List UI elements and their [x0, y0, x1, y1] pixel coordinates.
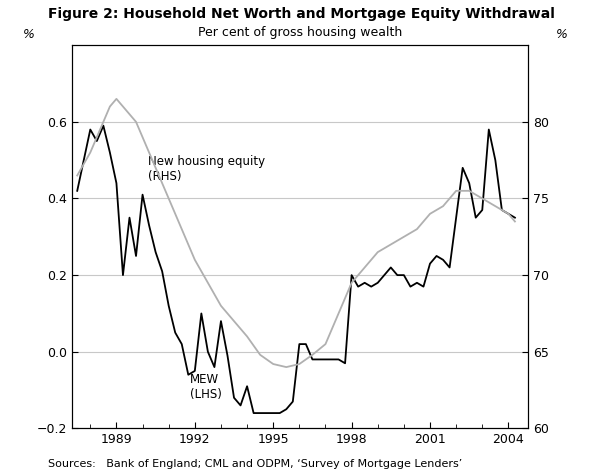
Text: MEW
(LHS): MEW (LHS) [190, 373, 221, 401]
Text: Figure 2: Household Net Worth and Mortgage Equity Withdrawal: Figure 2: Household Net Worth and Mortga… [48, 7, 555, 21]
Text: Per cent of gross housing wealth: Per cent of gross housing wealth [198, 26, 402, 39]
Text: %: % [556, 28, 568, 40]
Text: Sources:   Bank of England; CML and ODPM, ‘Survey of Mortgage Lenders’: Sources: Bank of England; CML and ODPM, … [48, 459, 462, 469]
Text: %: % [23, 28, 35, 40]
Text: New housing equity
(RHS): New housing equity (RHS) [148, 155, 265, 183]
